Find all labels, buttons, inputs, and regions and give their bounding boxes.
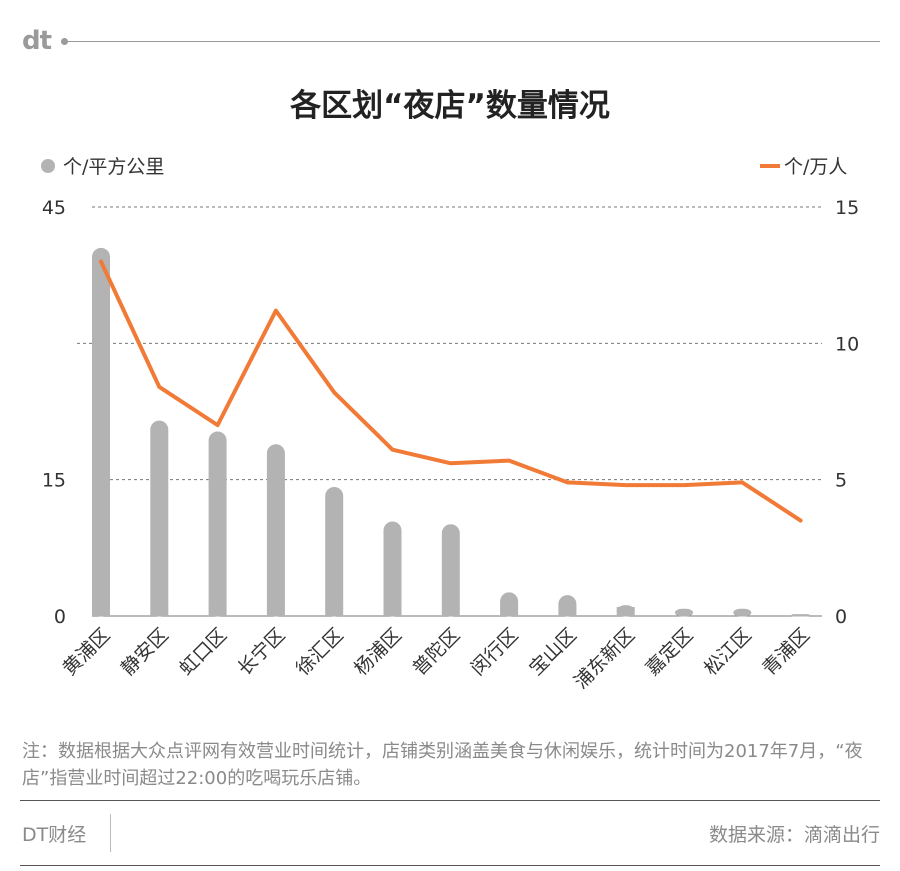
x-tick-label: 嘉定区 <box>642 624 698 680</box>
x-tick-label: 青浦区 <box>758 624 814 680</box>
bar <box>441 524 460 617</box>
header-rule <box>64 41 880 42</box>
x-tick-label: 闵行区 <box>467 624 523 680</box>
bar <box>675 608 693 617</box>
footer-separator <box>110 814 111 852</box>
x-tick-label: 长宁区 <box>234 624 290 680</box>
y-right-tick: 15 <box>835 197 859 219</box>
y-left-tick: 0 <box>54 606 66 628</box>
bar <box>208 431 227 617</box>
x-tick-label: 宝山区 <box>525 624 581 680</box>
dt-logo: dt <box>22 26 52 56</box>
bar-base <box>208 607 227 616</box>
series-line <box>99 259 803 523</box>
x-tick-label: 松江区 <box>700 624 756 680</box>
bar <box>383 521 402 617</box>
bar-base <box>616 607 635 616</box>
bar-base <box>150 607 169 616</box>
x-tick-label: 黄浦区 <box>59 624 115 680</box>
x-tick-label: 徐汇区 <box>292 624 348 680</box>
x-tick-label: 普陀区 <box>408 624 464 680</box>
bar-base <box>92 607 110 616</box>
x-tick-label: 虹口区 <box>175 624 231 680</box>
bar-base <box>266 607 285 616</box>
legend-line-label: 个/万人 <box>784 156 847 178</box>
bar <box>92 247 110 617</box>
y-right-tick: 0 <box>835 606 847 628</box>
source-label: 数据来源：滴滴出行 <box>708 824 880 846</box>
brand-label: DT财经 <box>22 824 87 846</box>
bar-base <box>383 607 402 616</box>
chart: 个/平方公里 个/万人 0 15 45 0 5 10 15 黄浦区 静安区 虹口区 长宁区 徐汇区… <box>41 156 859 693</box>
y-left-tick: 45 <box>42 197 66 219</box>
footnote: 注：数据根据大众点评网有效营业时间统计，店铺类别涵盖美食与休闲娱乐，统计时间为2… <box>22 741 863 789</box>
x-tick-label: 浦东新区 <box>570 624 639 693</box>
bar-base <box>441 607 460 616</box>
footer-rule-top <box>20 800 880 801</box>
bar-base <box>325 607 344 616</box>
y-right-tick: 10 <box>835 333 859 355</box>
bar-base <box>500 607 519 616</box>
bar <box>791 614 810 617</box>
x-tick-label: 静安区 <box>117 624 173 680</box>
bar <box>325 486 344 617</box>
y-left-tick: 15 <box>42 470 66 492</box>
bar <box>733 608 752 617</box>
bar <box>266 444 285 617</box>
legend: 个/平方公里 个/万人 <box>41 156 847 178</box>
legend-bar-label: 个/平方公里 <box>63 156 164 178</box>
bar-base <box>558 607 577 616</box>
y-right-tick: 5 <box>835 470 847 492</box>
x-tick-label: 杨浦区 <box>350 624 406 680</box>
footer-rule-bottom <box>20 865 880 866</box>
legend-bar-swatch <box>41 159 55 173</box>
chart-title: 各区划“夜店”数量情况 <box>290 88 610 124</box>
bar <box>150 420 169 617</box>
